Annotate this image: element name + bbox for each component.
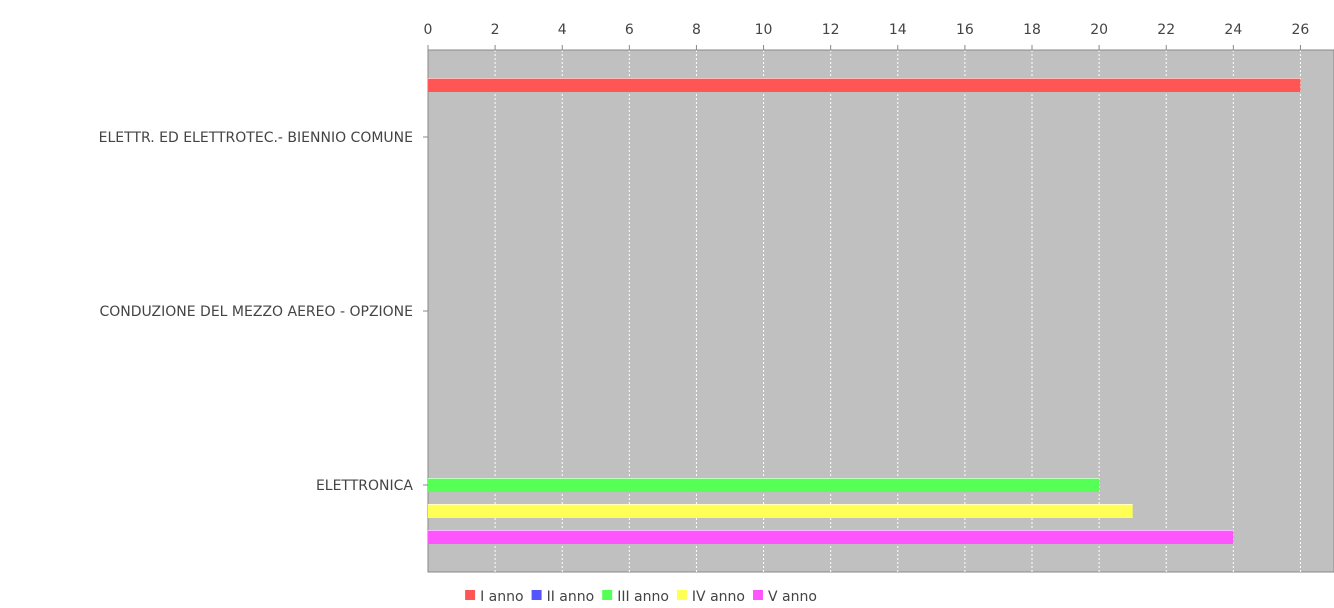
category-label: ELETTRONICA bbox=[316, 478, 413, 494]
legend-item: IV anno bbox=[676, 589, 745, 605]
category-axis: ELETTR. ED ELETTROTEC.- BIENNIO COMUNE CO… bbox=[99, 130, 428, 494]
x-tick-label: 18 bbox=[1023, 22, 1041, 38]
legend-swatch bbox=[752, 590, 763, 600]
category-label: ELETTR. ED ELETTROTEC.- BIENNIO COMUNE bbox=[99, 130, 413, 146]
x-tick-label: 2 bbox=[491, 22, 500, 38]
legend-swatch bbox=[465, 590, 476, 600]
legend-item: III anno bbox=[602, 589, 669, 605]
x-tick-label: 24 bbox=[1224, 22, 1242, 38]
bar bbox=[428, 530, 1234, 544]
legend-swatch bbox=[531, 590, 542, 600]
legend-label: I anno bbox=[480, 589, 523, 605]
legend-swatch bbox=[602, 590, 613, 600]
bar bbox=[428, 78, 1301, 92]
x-tick-label: 4 bbox=[558, 22, 567, 38]
x-tick-label: 26 bbox=[1292, 22, 1310, 38]
x-tick-label: 16 bbox=[956, 22, 974, 38]
x-tick-label: 8 bbox=[692, 22, 701, 38]
value-axis: 0 2 4 6 8 10 12 14 16 18 20 22 24 26 bbox=[424, 22, 1334, 51]
legend-label: III anno bbox=[617, 589, 669, 605]
x-tick-label: 0 bbox=[424, 22, 433, 38]
x-tick-label: 14 bbox=[889, 22, 907, 38]
legend-item: I anno bbox=[465, 589, 524, 605]
bars bbox=[428, 78, 1301, 544]
bar bbox=[428, 504, 1133, 518]
legend-swatch bbox=[676, 590, 687, 600]
x-tick-label: 6 bbox=[625, 22, 634, 38]
gridlines bbox=[494, 50, 1301, 572]
x-tick-label: 22 bbox=[1157, 22, 1175, 38]
x-tick-label: 20 bbox=[1090, 22, 1108, 38]
x-tick-label: 10 bbox=[755, 22, 773, 38]
x-tick-label: 12 bbox=[822, 22, 840, 38]
legend-item: V anno bbox=[752, 589, 817, 605]
legend-item: II anno bbox=[531, 589, 595, 605]
bar bbox=[428, 478, 1100, 492]
category-label: CONDUZIONE DEL MEZZO AEREO - OPZIONE bbox=[100, 304, 414, 320]
legend-label: V anno bbox=[768, 589, 817, 605]
plot-area bbox=[427, 49, 1334, 573]
legend-label: II anno bbox=[547, 589, 595, 605]
legend-label: IV anno bbox=[692, 589, 745, 605]
legend: I anno II anno III anno IV anno V anno bbox=[465, 589, 817, 605]
